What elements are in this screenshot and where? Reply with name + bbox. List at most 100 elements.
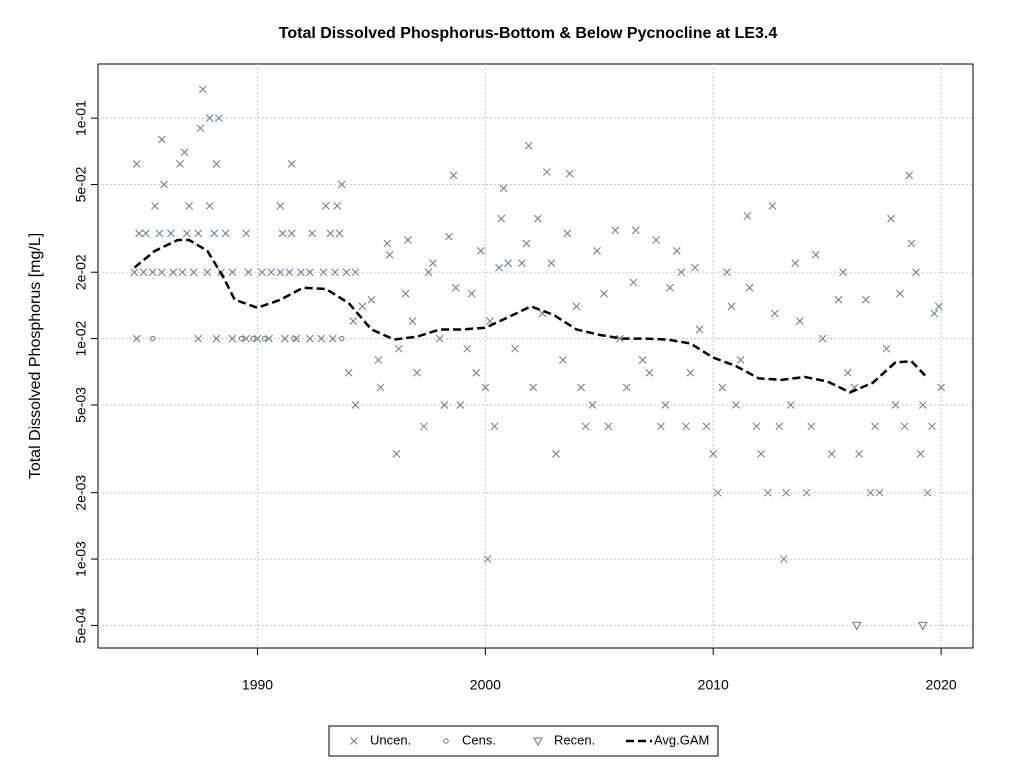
point-uncensored bbox=[244, 268, 253, 277]
chart-title: Total Dissolved Phosphorus-Bottom & Belo… bbox=[279, 25, 778, 42]
point-uncensored bbox=[677, 268, 686, 277]
point-uncensored bbox=[435, 334, 444, 343]
point-uncensored bbox=[194, 229, 203, 238]
point-uncensored bbox=[891, 401, 900, 409]
point-uncensored bbox=[930, 309, 939, 318]
legend-symbol bbox=[443, 738, 449, 744]
point-uncensored bbox=[383, 239, 392, 248]
point-uncensored bbox=[267, 268, 276, 277]
point-uncensored bbox=[916, 450, 925, 458]
point-uncensored bbox=[499, 184, 508, 193]
point-uncensored bbox=[782, 488, 791, 497]
point-uncensored bbox=[928, 422, 936, 431]
point-uncensored bbox=[757, 450, 765, 458]
point-uncensored bbox=[770, 309, 779, 318]
y-tick-label: 1e-02 bbox=[73, 320, 89, 356]
point-uncensored bbox=[866, 488, 875, 497]
point-uncensored bbox=[276, 268, 285, 277]
point-uncensored bbox=[374, 356, 383, 364]
point-uncensored bbox=[543, 168, 551, 176]
point-uncensored bbox=[818, 334, 827, 343]
point-uncensored bbox=[600, 289, 608, 298]
point-uncensored bbox=[882, 344, 891, 353]
point-uncensored bbox=[802, 488, 811, 497]
point-uncensored bbox=[331, 268, 339, 277]
point-uncensored bbox=[563, 229, 572, 238]
point-uncensored bbox=[196, 124, 205, 133]
point-uncensored bbox=[622, 383, 631, 392]
point-uncensored bbox=[326, 229, 335, 238]
point-uncensored bbox=[768, 202, 777, 210]
point-uncensored bbox=[472, 368, 481, 377]
y-tick-label: 1e-03 bbox=[73, 541, 89, 577]
point-uncensored bbox=[764, 488, 772, 497]
point-uncensored bbox=[483, 555, 492, 563]
point-uncensored bbox=[604, 422, 613, 431]
point-recensored bbox=[851, 621, 862, 631]
point-uncensored bbox=[752, 422, 761, 431]
point-uncensored bbox=[176, 160, 184, 168]
point-uncensored bbox=[351, 401, 360, 409]
point-uncensored bbox=[529, 383, 538, 392]
point-uncensored bbox=[287, 160, 296, 168]
point-uncensored bbox=[718, 383, 727, 392]
x-tick-label: 2000 bbox=[470, 677, 501, 693]
point-uncensored bbox=[937, 383, 945, 392]
point-uncensored bbox=[253, 334, 262, 343]
point-uncensored bbox=[449, 171, 458, 180]
point-uncensored bbox=[923, 488, 932, 497]
point-uncensored bbox=[593, 247, 601, 255]
point-uncensored bbox=[178, 268, 187, 277]
point-uncensored bbox=[335, 229, 344, 238]
point-uncensored bbox=[565, 169, 574, 178]
point-uncensored bbox=[445, 232, 453, 241]
point-uncensored bbox=[333, 202, 342, 210]
point-uncensored bbox=[185, 202, 193, 210]
legend-label: Uncen. bbox=[370, 732, 411, 747]
point-recensored bbox=[918, 621, 928, 631]
point-uncensored bbox=[212, 160, 221, 168]
point-uncensored bbox=[743, 212, 752, 220]
y-tick-label: 1e-01 bbox=[73, 100, 89, 136]
point-uncensored bbox=[306, 268, 314, 277]
point-uncensored bbox=[862, 295, 870, 304]
point-uncensored bbox=[656, 422, 665, 431]
point-uncensored bbox=[504, 259, 513, 267]
point-uncensored bbox=[228, 334, 237, 343]
point-uncensored bbox=[392, 450, 401, 458]
point-uncensored bbox=[148, 268, 157, 277]
legend-label: Recen. bbox=[554, 732, 595, 747]
point-uncensored bbox=[905, 171, 914, 180]
point-uncensored bbox=[652, 236, 661, 244]
point-uncensored bbox=[401, 289, 410, 298]
point-uncensored bbox=[242, 229, 250, 238]
point-uncensored bbox=[791, 259, 800, 267]
point-uncensored bbox=[151, 202, 159, 210]
point-uncensored bbox=[695, 325, 704, 334]
point-uncensored bbox=[276, 202, 285, 210]
point-censored bbox=[261, 335, 268, 342]
point-uncensored bbox=[376, 383, 385, 392]
point-uncensored bbox=[210, 229, 219, 238]
point-uncensored bbox=[385, 250, 394, 259]
point-uncensored bbox=[183, 229, 191, 238]
point-uncensored bbox=[907, 239, 916, 248]
point-uncensored bbox=[581, 422, 590, 431]
point-uncensored bbox=[524, 141, 533, 150]
point-uncensored bbox=[588, 401, 597, 409]
point-uncensored bbox=[517, 259, 526, 267]
point-uncensored bbox=[130, 268, 139, 277]
point-uncensored bbox=[258, 268, 266, 277]
y-tick-label: 5e-04 bbox=[73, 607, 89, 643]
point-uncensored bbox=[180, 148, 189, 157]
point-uncensored bbox=[495, 263, 503, 272]
point-uncensored bbox=[189, 268, 198, 277]
point-uncensored bbox=[552, 450, 560, 458]
point-uncensored bbox=[709, 450, 718, 458]
plot-frame bbox=[97, 63, 974, 649]
y-tick-label: 5e-02 bbox=[73, 166, 89, 202]
x-tick-label: 2020 bbox=[926, 677, 957, 693]
point-uncensored bbox=[349, 317, 358, 325]
point-uncensored bbox=[875, 488, 884, 497]
point-uncensored bbox=[481, 383, 490, 392]
